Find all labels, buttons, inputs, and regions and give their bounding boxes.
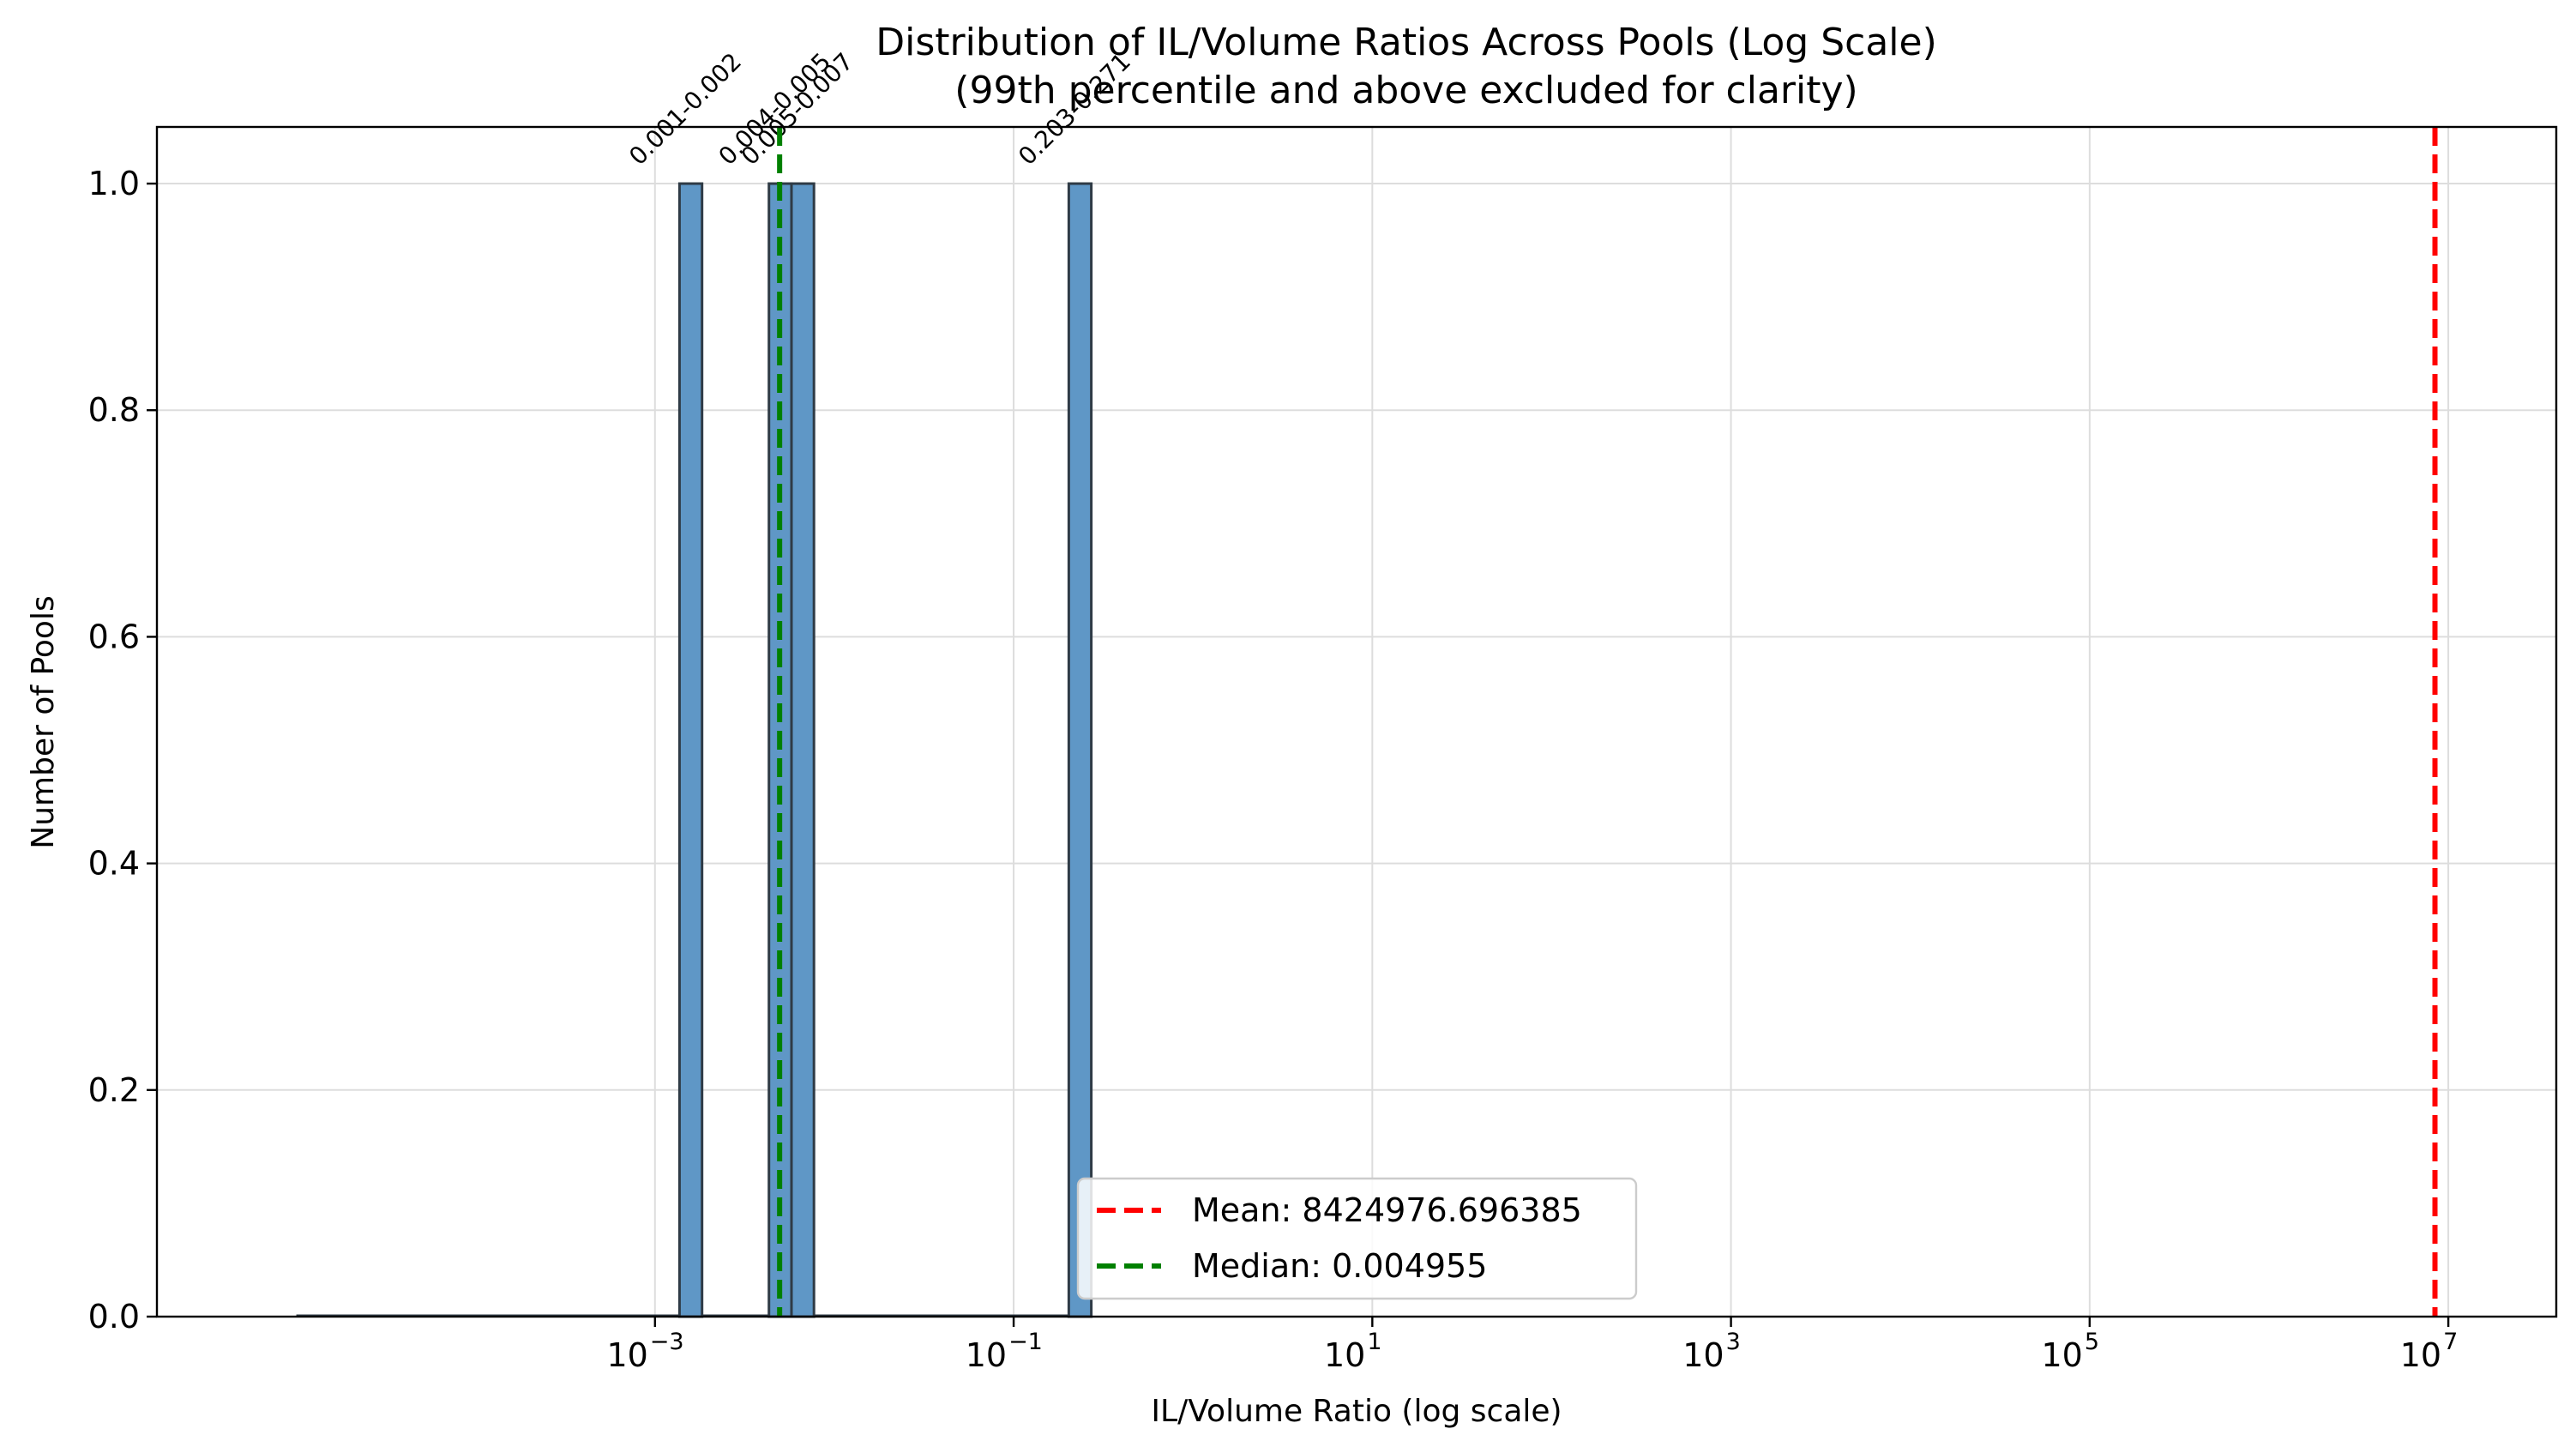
x-tick-base: 10 [606,1336,647,1374]
x-tick-base: 10 [1682,1336,1724,1374]
bars-layer [677,182,1093,1318]
legend-mean-label: Mean: 8424976.696385 [1192,1191,1582,1229]
chart-subtitle: (99th percentile and above excluded for … [954,69,1857,112]
x-axis-label: IL/Volume Ratio (log scale) [1151,1394,1562,1429]
x-tick-exponent: −1 [1008,1329,1043,1355]
legend-median-label: Median: 0.004955 [1192,1247,1487,1285]
x-tick-exponent: 5 [2085,1329,2099,1355]
x-tick-label: 10 −1 [966,1329,1043,1374]
y-tick-label: 1.0 [88,165,140,202]
x-tick-exponent: 3 [1726,1329,1741,1355]
x-tick-base: 10 [966,1336,1007,1374]
x-tick-label: 10 5 [2041,1329,2099,1374]
y-tick-label: 0.6 [88,618,140,655]
x-axis-ticks: 10 −3 10 −1 10 1 10 3 10 5 10 7 [606,1317,2458,1374]
x-tick-base: 10 [2400,1336,2441,1374]
legend-box [1076,1177,1638,1300]
legend: Mean: 8424976.696385 Median: 0.004955 [1076,1177,1638,1300]
x-tick-label: 10 1 [1324,1329,1382,1374]
reference-lines-layer [777,127,2438,1317]
y-tick-label: 0.0 [88,1298,140,1335]
y-tick-label: 0.8 [88,391,140,429]
x-tick-base: 10 [2041,1336,2082,1374]
x-tick-base: 10 [1324,1336,1365,1374]
x-tick-exponent: −3 [650,1329,684,1355]
y-tick-label: 0.2 [88,1071,140,1109]
x-tick-exponent: 7 [2443,1329,2458,1355]
histogram-bar [790,182,816,1318]
plot-frame [155,125,2558,1318]
y-axis-ticks: 0.0 0.2 0.4 0.6 0.8 1.0 [88,165,157,1335]
y-tick-label: 0.4 [88,845,140,883]
histogram-bar [677,182,704,1318]
x-tick-label: 10 7 [2400,1329,2459,1374]
x-tick-label: 10 3 [1682,1329,1741,1374]
x-tick-label: 10 −3 [606,1329,683,1374]
y-axis-label: Number of Pools [26,595,61,848]
chart-title: Distribution of IL/Volume Ratios Across … [876,21,1937,64]
histogram-bar [1067,182,1093,1318]
x-tick-exponent: 1 [1367,1329,1381,1355]
